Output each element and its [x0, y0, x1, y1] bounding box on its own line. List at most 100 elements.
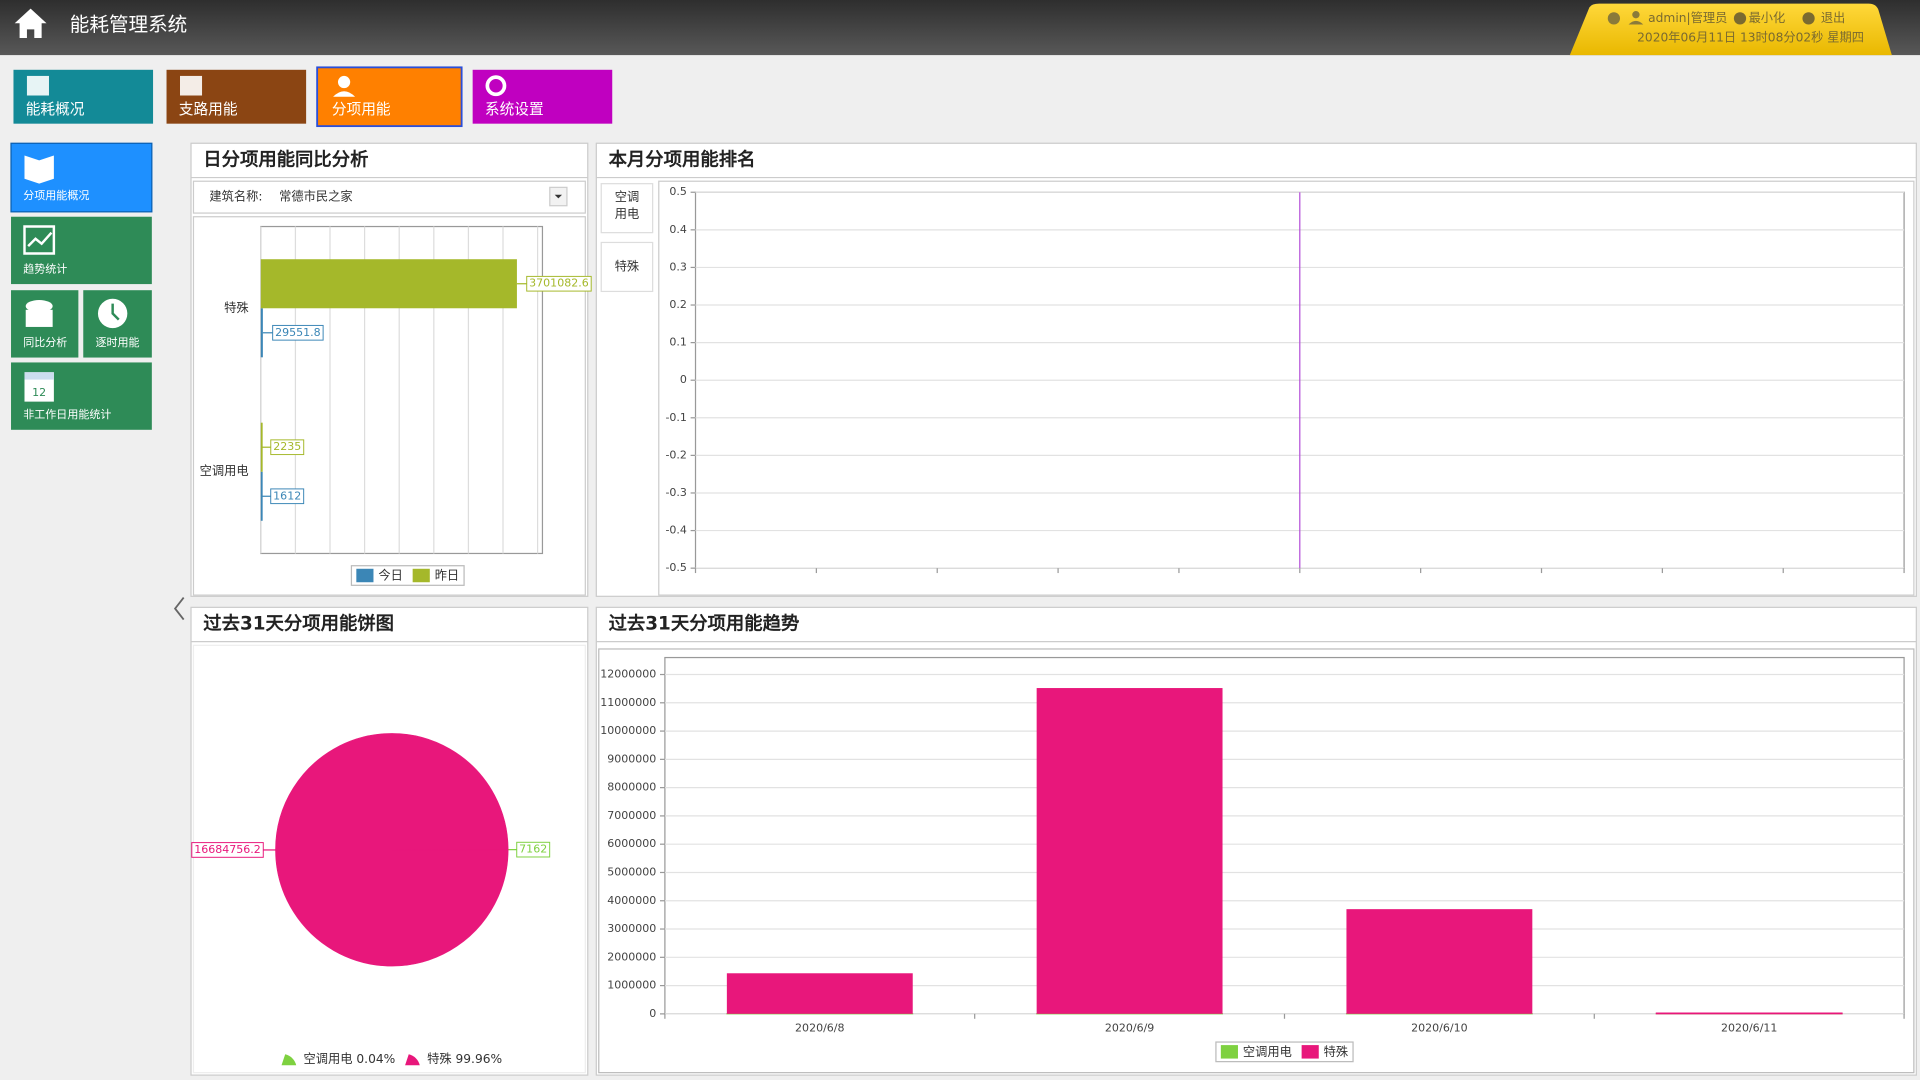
side-icon — [25, 300, 53, 313]
y-tick-label: 0 — [649, 1007, 656, 1020]
nav-icon — [485, 75, 507, 97]
tab-label[interactable]: 特殊 — [615, 258, 639, 273]
nav-label[interactable]: 分项用能 — [332, 101, 391, 118]
value-label-box — [191, 842, 264, 858]
panel-title: 过去31天分项用能趋势 — [609, 612, 800, 634]
side-label[interactable]: 分项用能概况 — [23, 188, 89, 202]
tab[interactable] — [600, 241, 654, 293]
y-tick-label: 9000000 — [607, 752, 656, 765]
y-tick-label: 4000000 — [607, 894, 656, 907]
legend-label: 特殊 99.96% — [427, 1051, 502, 1066]
tab[interactable] — [600, 183, 654, 234]
app-title: 能耗管理系统 — [70, 13, 187, 36]
legend-swatch — [1301, 1045, 1319, 1059]
user-name[interactable]: admin|管理员 — [1648, 10, 1727, 26]
y-tick-label: 2000000 — [607, 950, 656, 963]
collapse-arrow[interactable] — [173, 596, 185, 621]
y-tick-label: 1000000 — [607, 979, 656, 992]
y-tick-label: -0.4 — [665, 524, 687, 537]
value-label: 1612 — [273, 489, 301, 502]
minimize-icon — [1733, 12, 1747, 25]
y-tick-label: -0.2 — [665, 448, 687, 461]
chart-frame — [658, 180, 1915, 596]
bar — [1346, 909, 1533, 1014]
building-select-value[interactable]: 常德市民之家 — [279, 189, 352, 204]
legend-swatch — [1220, 1045, 1238, 1059]
legend-text: 今日 — [378, 567, 402, 582]
filter-label: 建筑名称: — [209, 189, 262, 204]
legend-frame — [350, 565, 465, 586]
value-label-box — [526, 275, 592, 292]
building-select[interactable] — [271, 184, 569, 210]
y-tick-label: 空调用电 — [200, 464, 249, 478]
nav-icon — [337, 75, 351, 89]
y-tick-label: 0 — [680, 373, 687, 386]
y-tick-label: 12000000 — [600, 668, 656, 681]
legend-text: 昨日 — [435, 568, 459, 582]
legend: 今日 昨日 — [356, 567, 459, 583]
side-icon — [23, 225, 56, 255]
nav-icon — [180, 75, 203, 96]
y-tick-label: 0.3 — [669, 260, 687, 273]
panel-title: 日分项用能同比分析 — [203, 148, 368, 170]
y-tick-label: 0.1 — [669, 336, 687, 349]
tab-label-box: 空调用电 — [614, 191, 640, 222]
legend-swatch — [356, 568, 374, 583]
select-arrow — [554, 194, 563, 199]
legend-text: 空调用电 — [1243, 1044, 1292, 1058]
legend-label: 空调用电 — [1243, 1044, 1292, 1058]
side-icon — [24, 155, 54, 184]
y-tick-label: 5000000 — [607, 865, 656, 878]
nav-icon — [333, 91, 356, 97]
legend-text: 99.96% — [455, 1052, 502, 1066]
bar — [726, 973, 913, 1014]
legend-swatch — [405, 1054, 420, 1066]
tab-label[interactable]: 空调用电 — [614, 191, 640, 222]
legend: 空调用电 0.04% 特殊 99.96% — [281, 1051, 502, 1066]
side-label[interactable]: 非工作日用能统计 — [23, 407, 111, 421]
nav-label[interactable]: 系统设置 — [485, 101, 544, 118]
panel-title: 过去31天分项用能饼图 — [203, 612, 394, 634]
x-tick-label: 2020/6/8 — [795, 1022, 844, 1035]
x-tick-label: 2020/6/10 — [1411, 1022, 1467, 1035]
value-label-box — [270, 488, 305, 505]
minimize-button[interactable]: 最小化 — [1749, 11, 1786, 25]
side-button[interactable] — [11, 216, 152, 285]
legend-text: 空调用电 — [304, 1052, 353, 1066]
x-tick-label: 2020/6/9 — [1105, 1022, 1154, 1035]
datetime: 2020年06月11日 13时08分02秒 星期四 — [1637, 30, 1864, 44]
side-icon — [24, 372, 54, 380]
value-label: 3701082.6 — [529, 277, 589, 290]
panel-title: 本月分项用能排名 — [609, 148, 756, 170]
legend-label: 空调用电 0.04% — [304, 1052, 396, 1066]
y-tick-label: -0.5 — [665, 561, 687, 574]
side-icon — [25, 309, 53, 327]
bar — [260, 259, 517, 309]
y-tick-label: 特殊 — [224, 300, 248, 315]
pie-slice — [275, 733, 509, 967]
user-icon-body — [1628, 20, 1644, 25]
y-tick-label: 0.2 — [669, 298, 687, 311]
value-label-box — [270, 439, 305, 456]
legend-swatch — [281, 1054, 297, 1066]
nav-label[interactable]: 能耗概况 — [26, 101, 85, 118]
legend-swatch — [412, 568, 430, 583]
legend: 空调用电 特殊 — [1220, 1043, 1348, 1059]
nav-label[interactable]: 支路用能 — [179, 101, 238, 118]
legend-label: 今日 — [378, 567, 402, 582]
side-label[interactable]: 同比分析 — [23, 335, 67, 349]
side-label[interactable]: 趋势统计 — [23, 262, 67, 275]
value-label: 2235 — [273, 440, 301, 453]
side-label[interactable]: 逐时用能 — [96, 335, 140, 349]
y-tick-label: 6000000 — [607, 837, 656, 850]
info-icon — [1607, 12, 1620, 25]
y-tick-label: -0.3 — [665, 486, 687, 499]
y-tick-label: -0.1 — [665, 411, 687, 424]
y-tick-label: 0.4 — [669, 223, 687, 236]
legend-label: 特殊 — [1324, 1043, 1348, 1058]
home-icon[interactable] — [14, 8, 47, 38]
user-icon — [1632, 11, 1640, 19]
bar — [1655, 1012, 1843, 1015]
logout-button[interactable]: 退出 — [1821, 11, 1845, 25]
